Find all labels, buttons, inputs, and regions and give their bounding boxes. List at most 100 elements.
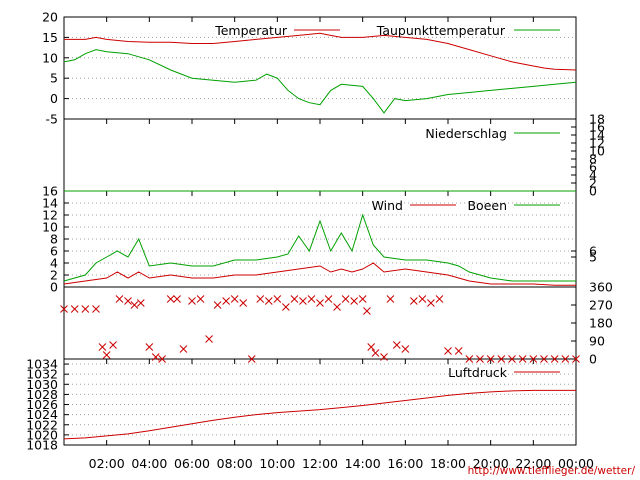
wind-direction-point <box>282 303 290 311</box>
y-tick-label: 1020 <box>26 427 58 442</box>
y-tick-label: -5 <box>46 112 58 127</box>
wind-direction-point <box>324 295 333 303</box>
y-right-tick-label: 90 <box>589 334 605 349</box>
y-right-tick-label: 0 <box>589 352 597 367</box>
y-tick-label: 1030 <box>26 377 58 392</box>
y-tick-label: 14 <box>42 196 58 211</box>
wind-direction-point <box>341 295 350 303</box>
y-tick-label: 1018 <box>26 438 58 453</box>
wind-direction-point <box>333 303 341 311</box>
y-right-tick-label: 0 <box>589 184 597 199</box>
wind-direction-point <box>166 295 175 303</box>
series-wind <box>63 262 576 286</box>
wind-direction-point <box>213 301 222 309</box>
wind-direction-point <box>124 297 132 305</box>
y-right-tick-label: 2 <box>589 176 597 191</box>
wind-direction-point <box>561 355 570 363</box>
wind-direction-point <box>358 295 367 303</box>
y-tick-label: 1026 <box>26 397 58 412</box>
legend-label-taupunkttemperatur: Taupunkttemperatur <box>376 23 506 38</box>
wind-direction-point <box>486 355 495 363</box>
wind-direction-point <box>367 343 376 351</box>
wind-direction-point <box>290 295 299 303</box>
y-tick-label: 0 <box>50 280 58 295</box>
x-tick-label: 16:00 <box>387 456 423 471</box>
y-tick-label: 15 <box>42 30 58 45</box>
wind-direction-point <box>392 341 401 349</box>
x-tick-label: 04:00 <box>131 456 167 471</box>
series-taupunkttemperatur <box>63 49 577 114</box>
wind-direction-point <box>256 295 265 303</box>
wind-direction-point <box>518 355 527 363</box>
legend-precipitation: Niederschlag <box>425 126 560 141</box>
wind-direction-point <box>476 355 484 363</box>
x-tick-label: 00:00 <box>558 456 594 471</box>
wind-direction-point <box>435 295 444 303</box>
y-tick-label: 8 <box>50 232 58 247</box>
y-tick-label: 6 <box>50 244 58 259</box>
x-tick-label: 10:00 <box>259 456 295 471</box>
wind-direction-point <box>239 299 248 307</box>
wind-direction-point <box>540 355 548 363</box>
wind-direction-point <box>196 295 205 303</box>
wind-direction-point <box>508 355 516 363</box>
x-tick-label: 02:00 <box>89 456 125 471</box>
wind-direction-point <box>98 343 107 351</box>
x-tick-label: 06:00 <box>174 456 210 471</box>
y-tick-label: 10 <box>42 50 58 65</box>
wind-direction-point <box>418 295 427 303</box>
wind-direction-point <box>401 345 410 353</box>
wind-direction-point <box>497 355 506 363</box>
series-layer <box>63 32 577 440</box>
wind-direction-point <box>70 305 79 313</box>
y-tick-label: 1028 <box>26 387 58 402</box>
legend-pressure: Luftdruck <box>448 365 560 380</box>
y-tick-label: 1024 <box>26 407 58 422</box>
legend-label-niederschlag: Niederschlag <box>425 126 507 141</box>
wind-direction-point <box>386 295 395 303</box>
y-tick-label: 4 <box>50 256 58 271</box>
tick-labels: -505101520024681012141618024681012141656… <box>26 10 613 453</box>
y-right-tick-label: 180 <box>589 316 613 331</box>
y-right-tick-label: 360 <box>589 280 613 295</box>
y-right-tick-label: 270 <box>589 298 613 313</box>
y-right-tick-label: 16 <box>589 120 605 135</box>
wind-direction-point <box>92 305 100 313</box>
wind-direction-point <box>230 295 239 303</box>
wind-direction-point <box>529 355 538 363</box>
wind-direction-point <box>465 355 474 363</box>
y-right-tick-label: 18 <box>589 112 605 127</box>
y-right-tick-label: 6 <box>589 244 597 259</box>
legend-label-boeen: Boeen <box>467 198 507 213</box>
wind-direction-point <box>410 297 418 305</box>
legend-label-wind: Wind <box>372 198 403 213</box>
wind-direction-point <box>151 353 160 361</box>
credit-url: http://www.tiefflieger.de/wetter/ <box>468 465 636 477</box>
wind-direction-point <box>205 335 213 343</box>
wind-direction-point <box>363 307 371 315</box>
wind-direction-point <box>380 353 388 361</box>
y-right-tick-label: 10 <box>589 144 605 159</box>
wind-direction-point <box>371 349 380 357</box>
x-tick-label: 20:00 <box>473 456 509 471</box>
wind-direction-point <box>427 299 435 307</box>
y-tick-label: 2 <box>50 268 58 283</box>
x-tick-label: 14:00 <box>345 456 381 471</box>
wind-direction-point <box>158 355 166 363</box>
y-right-tick-label: 8 <box>589 152 597 167</box>
wind-direction-point <box>109 341 117 349</box>
legend-label-luftdruck: Luftdruck <box>448 365 508 380</box>
y-tick-label: 10 <box>42 220 58 235</box>
x-tick-label: 22:00 <box>515 456 551 471</box>
y-tick-label: 5 <box>50 71 58 86</box>
y-right-tick-label: 12 <box>589 136 605 151</box>
y-tick-label: 1034 <box>26 357 58 372</box>
wind-direction-point <box>454 347 463 355</box>
wind-direction-point <box>60 305 68 313</box>
x-tick-label: 18:00 <box>430 456 466 471</box>
y-tick-label: 0 <box>50 91 58 106</box>
wind-direction-point <box>307 295 316 303</box>
wind-direction-point <box>550 355 559 363</box>
series-luftdruck <box>63 389 576 440</box>
